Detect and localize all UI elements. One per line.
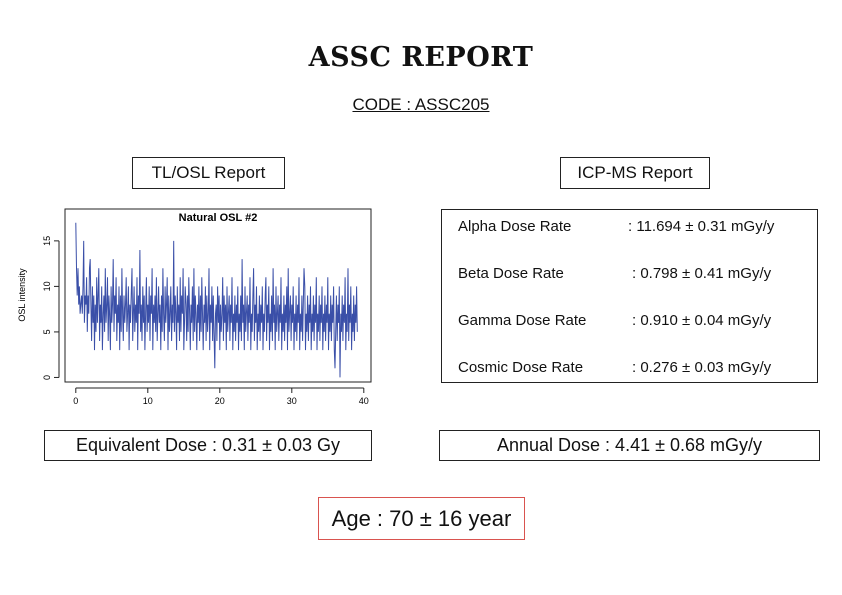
equivalent-dose-box: Equivalent Dose : 0.31 ± 0.03 Gy	[44, 430, 372, 461]
row-label: Cosmic Dose Rate	[458, 359, 584, 376]
age-result-box: Age : 70 ± 16 year	[318, 497, 525, 540]
cosmic-dose-row: Cosmic Dose Rate : 0.276 ± 0.03 mGy/y	[458, 359, 771, 376]
x-tick-label: 40	[359, 396, 369, 406]
osl-chart: Natural OSL #2 OSL intensity 0 10 20 30 40 0 5…	[17, 208, 372, 406]
alpha-dose-row: Alpha Dose Rate : 11.694 ± 0.31 mGy/y	[458, 218, 774, 235]
icp-ms-table: Alpha Dose Rate : 11.694 ± 0.31 mGy/y Bet…	[441, 209, 818, 383]
row-label: Gamma Dose Rate	[458, 312, 587, 329]
row-value: : 0.276 ± 0.03 mGy/y	[632, 359, 772, 376]
row-label: Beta Dose Rate	[458, 265, 564, 282]
x-tick-label: 10	[143, 396, 153, 406]
series-line	[75, 222, 358, 378]
gamma-dose-row: Gamma Dose Rate : 0.910 ± 0.04 mGy/y	[458, 312, 771, 329]
row-value: : 11.694 ± 0.31 mGy/y	[628, 218, 775, 235]
row-label: Alpha Dose Rate	[458, 218, 572, 235]
y-tick-label: 15	[42, 236, 52, 246]
chart-title: Natural OSL #2	[179, 212, 258, 224]
report-code: CODE : ASSC205	[352, 95, 490, 114]
beta-dose-row: Beta Dose Rate : 0.798 ± 0.41 mGy/y	[458, 265, 771, 282]
icp-ms-report-label: ICP-MS Report	[560, 157, 710, 189]
tl-osl-report-label: TL/OSL Report	[132, 157, 285, 189]
report-title: ASSC REPORT	[308, 42, 534, 73]
row-value: : 0.798 ± 0.41 mGy/y	[632, 265, 772, 282]
y-tick-label: 0	[42, 375, 52, 380]
row-value: : 0.910 ± 0.04 mGy/y	[632, 312, 772, 329]
x-tick-label: 20	[215, 396, 225, 406]
x-tick-label: 0	[73, 396, 78, 406]
y-tick-label: 10	[42, 281, 52, 291]
chart-ticks: 0 10 20 30 40 0 5 10 15	[42, 236, 369, 406]
x-tick-label: 30	[287, 396, 297, 406]
plot-frame	[64, 208, 372, 383]
y-axis-label: OSL intensity	[17, 268, 27, 322]
annual-dose-box: Annual Dose : 4.41 ± 0.68 mGy/y	[439, 430, 820, 461]
y-tick-label: 5	[42, 329, 52, 334]
